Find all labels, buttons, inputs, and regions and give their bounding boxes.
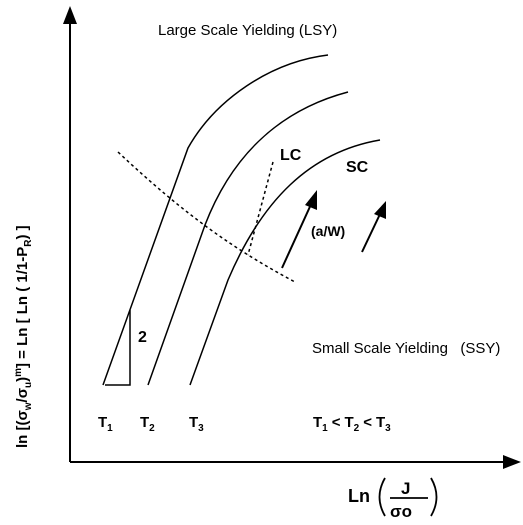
left-paren xyxy=(378,477,386,517)
lc-dotted-line xyxy=(247,161,274,256)
y-axis-label: ln [(σw/σu)m] = Ln [ Ln ( 1/1-PR) ] xyxy=(13,225,34,448)
crack-ratio-arrowhead-right xyxy=(374,201,386,219)
x-axis-arrowhead xyxy=(503,455,521,469)
lsy-label: Large Scale Yielding (LSY) xyxy=(158,22,337,39)
curve-t2 xyxy=(147,91,349,386)
right-paren xyxy=(430,477,438,517)
x-axis-denominator: σo xyxy=(390,502,412,521)
lc-label: LC xyxy=(280,147,302,164)
temperature-order: T1 < T2 < T3 xyxy=(313,414,391,434)
x-axis-numerator: J xyxy=(401,479,410,498)
x-axis-ln: Ln xyxy=(348,486,370,506)
axes xyxy=(63,6,521,469)
crack-ratio-arrow-right xyxy=(361,211,382,253)
curve-t1 xyxy=(102,54,329,386)
slope-triangle xyxy=(105,310,131,386)
crack-ratio-arrow-left xyxy=(281,199,314,269)
curve-t3 xyxy=(189,139,381,386)
t3-label: T3 xyxy=(189,414,204,434)
crack-ratio-arrowhead-left xyxy=(305,190,317,210)
y-axis-arrowhead xyxy=(63,6,77,24)
slope-value: 2 xyxy=(138,329,147,346)
sc-label: SC xyxy=(346,159,369,176)
transition-dotted-curve xyxy=(117,151,296,283)
ssy-label: Small Scale Yielding (SSY) xyxy=(312,340,500,357)
crack-ratio-label: (a/W) xyxy=(311,223,345,239)
t2-label: T2 xyxy=(140,414,155,434)
x-axis-label: Ln J σo xyxy=(348,477,438,521)
t1-label: T1 xyxy=(98,414,113,434)
